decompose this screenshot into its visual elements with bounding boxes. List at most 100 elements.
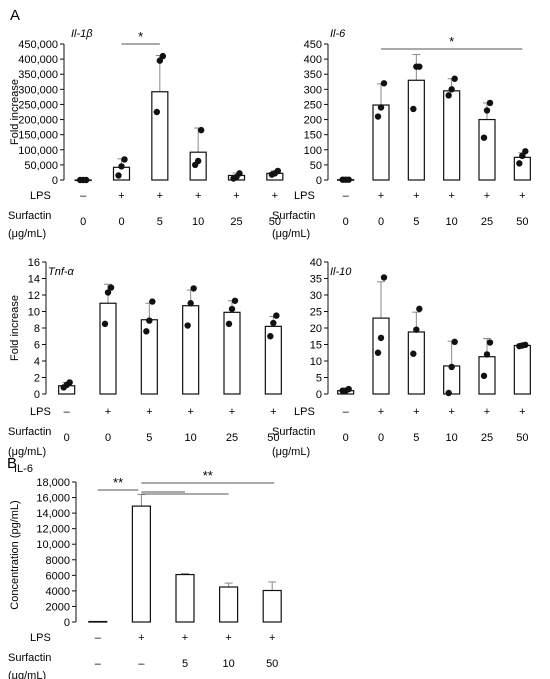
y-tick-label: 20 xyxy=(310,323,322,335)
y-tick-label: 2000 xyxy=(46,601,70,613)
y-tick-label: 450 xyxy=(304,39,322,51)
y-tick-label: 6 xyxy=(34,340,40,352)
surfactin-row-label: Surfactin xyxy=(8,426,51,438)
data-point xyxy=(345,385,352,393)
lps-value: – xyxy=(343,406,350,418)
lps-value: + xyxy=(448,190,454,202)
data-point xyxy=(374,349,382,356)
surfactin-value: 25 xyxy=(481,432,493,444)
data-point xyxy=(483,351,491,358)
significance-label: ** xyxy=(113,475,123,490)
data-point xyxy=(187,300,194,307)
significance-label: * xyxy=(138,29,143,44)
chart-1: Il-1β Fold increase 0 50,000 100,000 150,000 2… xyxy=(8,28,284,240)
y-tick-label: 16,000 xyxy=(36,493,70,505)
data-point xyxy=(149,298,156,305)
data-point xyxy=(516,160,523,167)
lps-row-label: LPS xyxy=(30,406,51,418)
chart-4: Il-10 0 5 10 15 20 25 30 35 40 LPS Surfactin (μg/mL)… xyxy=(272,257,531,458)
y-tick-label: 30 xyxy=(310,290,322,302)
y-tick-label: 200,000 xyxy=(18,115,58,127)
y-tick-label: 6000 xyxy=(46,570,70,582)
charts: Il-1β Fold increase 0 50,000 100,000 150,000 2… xyxy=(8,28,531,679)
surfactin-value: 25 xyxy=(230,216,242,228)
lps-value: + xyxy=(413,190,419,202)
y-tick-label: 12 xyxy=(28,290,40,302)
surfactin-value: 50 xyxy=(516,216,528,228)
data-point xyxy=(236,170,243,177)
lps-value: + xyxy=(182,632,188,644)
lps-row-label: LPS xyxy=(294,190,315,202)
y-tick-label: 25 xyxy=(310,307,322,319)
y-tick-label: 8000 xyxy=(46,555,70,567)
bar xyxy=(223,311,241,395)
lps-value: + xyxy=(484,190,490,202)
data-point xyxy=(416,63,423,70)
y-axis-label: Concentration (pg/mL) xyxy=(9,500,21,609)
lps-value: – xyxy=(343,190,350,202)
surfactin-value: 5 xyxy=(157,216,163,228)
lps-value: – xyxy=(64,406,71,418)
data-point xyxy=(345,176,352,183)
lps-value: + xyxy=(229,406,235,418)
bar xyxy=(264,325,282,395)
y-tick-label: 10,000 xyxy=(36,539,70,551)
bar xyxy=(88,620,108,623)
y-tick-label: 12,000 xyxy=(36,524,70,536)
y-axis-label: Fold increase xyxy=(9,79,21,145)
data-point xyxy=(519,152,526,160)
surfactin-value: 50 xyxy=(516,432,528,444)
lps-value: – xyxy=(95,632,102,644)
chart-title: Il-1β xyxy=(71,28,93,40)
surfactin-value: 10 xyxy=(192,216,204,228)
lps-value: + xyxy=(519,406,525,418)
surfactin-value: 50 xyxy=(269,216,281,228)
y-tick-label: 300,000 xyxy=(18,84,58,96)
surfactin-row-label: Surfactin xyxy=(8,652,51,664)
y-tick-label: 150 xyxy=(304,130,322,142)
data-point xyxy=(416,305,423,313)
y-axis-label: Fold increase xyxy=(9,295,21,361)
chart-5: IL-6 Concentration (pg/mL) 0 2000 4000 6000 80… xyxy=(8,463,282,679)
y-tick-label: 2 xyxy=(34,373,40,385)
data-point xyxy=(159,52,167,60)
bar xyxy=(219,586,239,623)
surfactin-unit-label: (μg/mL) xyxy=(8,670,46,679)
lps-value: + xyxy=(118,190,124,202)
lps-value: + xyxy=(146,406,152,418)
y-tick-label: 5 xyxy=(316,373,322,385)
surfactin-value: 5 xyxy=(182,658,188,670)
data-point xyxy=(101,320,109,328)
surfactin-value: 0 xyxy=(105,432,111,444)
y-tick-label: 10 xyxy=(310,356,322,368)
data-point xyxy=(522,341,529,349)
surfactin-value: 0 xyxy=(343,432,349,444)
lps-row-label: LPS xyxy=(30,632,51,644)
surfactin-value: 5 xyxy=(413,216,419,228)
surfactin-value: 5 xyxy=(146,432,152,444)
y-tick-label: 250,000 xyxy=(18,99,58,111)
data-point xyxy=(66,379,73,386)
surfactin-row-label: Surfactin xyxy=(272,210,315,222)
lps-value: + xyxy=(157,190,163,202)
data-point xyxy=(480,372,488,380)
lps-value: – xyxy=(80,190,87,202)
y-tick-label: 10 xyxy=(28,307,40,319)
surfactin-value: 0 xyxy=(378,216,384,228)
chart-title: Tnf-α xyxy=(48,266,75,278)
data-point xyxy=(413,326,420,333)
data-point xyxy=(118,163,125,170)
data-point xyxy=(82,176,90,184)
lps-value: + xyxy=(195,190,201,202)
surfactin-unit-label: (μg/mL) xyxy=(272,446,310,458)
y-tick-label: 4 xyxy=(34,356,40,368)
y-tick-label: 50 xyxy=(310,160,322,172)
lps-value: + xyxy=(105,406,111,418)
surfactin-value: 0 xyxy=(378,432,384,444)
chart-3: Tnf-α Fold increase 0 2 4 6 8 10 12 14 16 LPS Surfac… xyxy=(8,257,282,458)
data-point xyxy=(270,319,277,327)
surfactin-row-label: Surfactin xyxy=(8,210,51,222)
bar xyxy=(189,151,207,181)
y-tick-label: 0 xyxy=(64,617,70,629)
